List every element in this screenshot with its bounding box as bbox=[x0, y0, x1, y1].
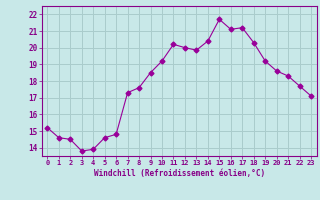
X-axis label: Windchill (Refroidissement éolien,°C): Windchill (Refroidissement éolien,°C) bbox=[94, 169, 265, 178]
